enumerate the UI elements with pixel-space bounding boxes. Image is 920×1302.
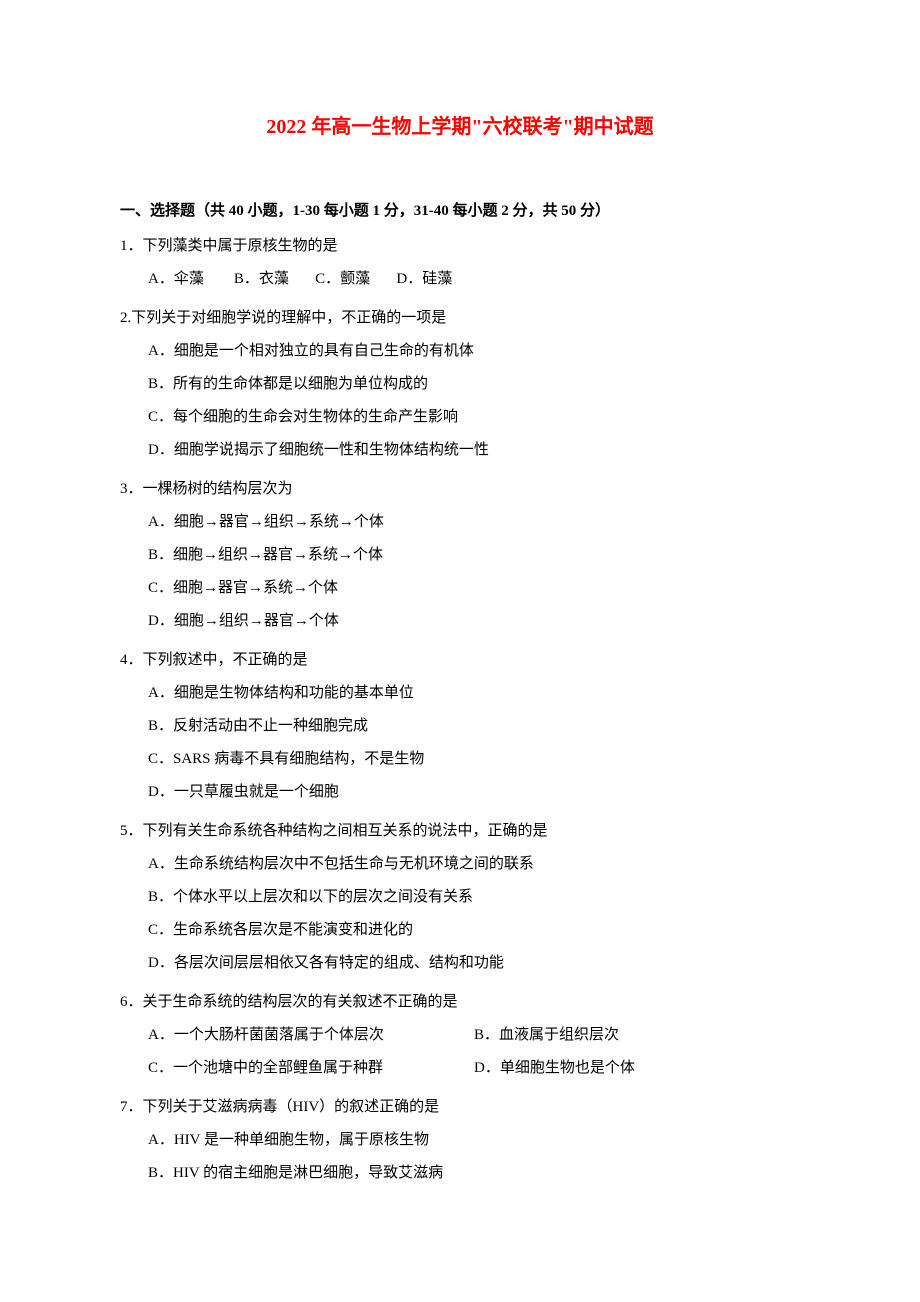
q5-options: A．生命系统结构层次中不包括生命与无机环境之间的联系 B．个体水平以上层次和以下… bbox=[120, 848, 800, 980]
question-6: 6．关于生命系统的结构层次的有关叙述不正确的是 A．一个大肠杆菌菌落属于个体层次… bbox=[120, 986, 800, 1085]
q2-opt-b: B．所有的生命体都是以细胞为单位构成的 bbox=[148, 368, 800, 401]
q3-opt-d: D．细胞→组织→器官→个体 bbox=[148, 605, 800, 638]
q1-opt-b: B．衣藻 bbox=[234, 271, 289, 287]
exam-title: 2022 年高一生物上学期"六校联考"期中试题 bbox=[120, 110, 800, 139]
section-1-header: 一、选择题（共 40 小题，1-30 每小题 1 分，31-40 每小题 2 分… bbox=[120, 199, 800, 220]
q7-stem: 7．下列关于艾滋病病毒（HIV）的叙述正确的是 bbox=[120, 1091, 800, 1124]
q5-opt-d: D．各层次间层层相依又各有特定的组成、结构和功能 bbox=[148, 947, 800, 980]
q3-stem: 3．一棵杨树的结构层次为 bbox=[120, 473, 800, 506]
q6-opt-c: C．一个池塘中的全部鲤鱼属于种群 bbox=[148, 1052, 474, 1085]
q3-opt-c: C．细胞→器官→系统→个体 bbox=[148, 572, 800, 605]
q2-options: A．细胞是一个相对独立的具有自己生命的有机体 B．所有的生命体都是以细胞为单位构… bbox=[120, 335, 800, 467]
q3-opt-a: A．细胞→器官→组织→系统→个体 bbox=[148, 506, 800, 539]
q4-options: A．细胞是生物体结构和功能的基本单位 B．反射活动由不止一种细胞完成 C．SAR… bbox=[120, 677, 800, 809]
question-1: 1．下列藻类中属于原核生物的是 A．伞藻 B．衣藻 C．颤藻 D．硅藻 bbox=[120, 230, 800, 296]
q5-opt-b: B．个体水平以上层次和以下的层次之间没有关系 bbox=[148, 881, 800, 914]
q6-opt-b: B．血液属于组织层次 bbox=[474, 1019, 800, 1052]
q3-opt-b: B．细胞→组织→器官→系统→个体 bbox=[148, 539, 800, 572]
q4-opt-d: D．一只草履虫就是一个细胞 bbox=[148, 776, 800, 809]
q7-opt-b: B．HIV 的宿主细胞是淋巴细胞，导致艾滋病 bbox=[148, 1157, 800, 1190]
q7-opt-a: A．HIV 是一种单细胞生物，属于原核生物 bbox=[148, 1124, 800, 1157]
question-7: 7．下列关于艾滋病病毒（HIV）的叙述正确的是 A．HIV 是一种单细胞生物，属… bbox=[120, 1091, 800, 1190]
q3-options: A．细胞→器官→组织→系统→个体 B．细胞→组织→器官→系统→个体 C．细胞→器… bbox=[120, 506, 800, 638]
question-2: 2.下列关于对细胞学说的理解中，不正确的一项是 A．细胞是一个相对独立的具有自己… bbox=[120, 302, 800, 467]
q1-opt-c: C．颤藻 bbox=[315, 271, 370, 287]
q6-opt-a: A．一个大肠杆菌菌落属于个体层次 bbox=[148, 1019, 474, 1052]
q6-opt-d: D．单细胞生物也是个体 bbox=[474, 1052, 800, 1085]
q1-stem: 1．下列藻类中属于原核生物的是 bbox=[120, 230, 800, 263]
q1-options: A．伞藻 B．衣藻 C．颤藻 D．硅藻 bbox=[120, 263, 800, 296]
q2-opt-a: A．细胞是一个相对独立的具有自己生命的有机体 bbox=[148, 335, 800, 368]
q4-opt-c: C．SARS 病毒不具有细胞结构，不是生物 bbox=[148, 743, 800, 776]
q5-opt-a: A．生命系统结构层次中不包括生命与无机环境之间的联系 bbox=[148, 848, 800, 881]
q4-stem: 4．下列叙述中，不正确的是 bbox=[120, 644, 800, 677]
q2-opt-d: D．细胞学说揭示了细胞统一性和生物体结构统一性 bbox=[148, 434, 800, 467]
question-4: 4．下列叙述中，不正确的是 A．细胞是生物体结构和功能的基本单位 B．反射活动由… bbox=[120, 644, 800, 809]
q5-stem: 5．下列有关生命系统各种结构之间相互关系的说法中，正确的是 bbox=[120, 815, 800, 848]
exam-page: 2022 年高一生物上学期"六校联考"期中试题 一、选择题（共 40 小题，1-… bbox=[0, 0, 920, 1302]
q4-opt-a: A．细胞是生物体结构和功能的基本单位 bbox=[148, 677, 800, 710]
q2-stem: 2.下列关于对细胞学说的理解中，不正确的一项是 bbox=[120, 302, 800, 335]
q6-options: A．一个大肠杆菌菌落属于个体层次 B．血液属于组织层次 C．一个池塘中的全部鲤鱼… bbox=[120, 1019, 800, 1085]
q2-opt-c: C．每个细胞的生命会对生物体的生命产生影响 bbox=[148, 401, 800, 434]
q1-opt-a: A．伞藻 bbox=[148, 271, 204, 287]
question-5: 5．下列有关生命系统各种结构之间相互关系的说法中，正确的是 A．生命系统结构层次… bbox=[120, 815, 800, 980]
q1-opt-d: D．硅藻 bbox=[396, 271, 452, 287]
q6-stem: 6．关于生命系统的结构层次的有关叙述不正确的是 bbox=[120, 986, 800, 1019]
question-3: 3．一棵杨树的结构层次为 A．细胞→器官→组织→系统→个体 B．细胞→组织→器官… bbox=[120, 473, 800, 638]
q4-opt-b: B．反射活动由不止一种细胞完成 bbox=[148, 710, 800, 743]
q5-opt-c: C．生命系统各层次是不能演变和进化的 bbox=[148, 914, 800, 947]
q7-options: A．HIV 是一种单细胞生物，属于原核生物 B．HIV 的宿主细胞是淋巴细胞，导… bbox=[120, 1124, 800, 1190]
